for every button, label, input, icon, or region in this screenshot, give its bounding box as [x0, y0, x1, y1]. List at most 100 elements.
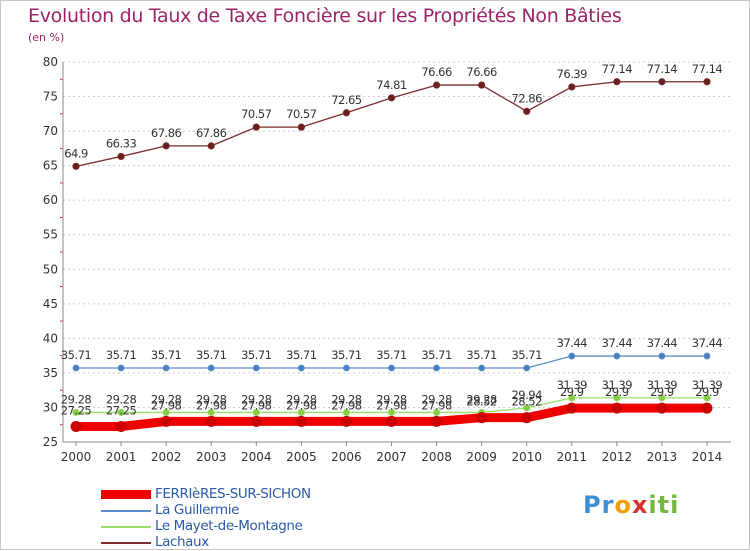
data-label-lachaux: 76.66	[466, 65, 497, 79]
data-label-mayet: 31.39	[647, 378, 678, 392]
x-tick-label: 2007	[376, 450, 407, 464]
point-lachaux	[162, 142, 170, 150]
data-label-guillermie: 35.71	[106, 348, 137, 362]
data-label-mayet: 29.28	[421, 392, 452, 406]
y-tick-label: 50	[43, 262, 58, 276]
data-label-mayet: 29.28	[286, 392, 317, 406]
data-label-ferrieres: 27.98	[331, 398, 362, 412]
point-guillermie	[388, 364, 395, 372]
data-label-ferrieres: 29.9	[695, 385, 719, 399]
legend-item-mayet: Le Mayet-de-Montagne	[101, 518, 401, 535]
data-label-mayet: 29.28	[331, 392, 362, 406]
data-label-guillermie: 37.44	[557, 336, 588, 350]
x-tick-label: 2005	[286, 450, 317, 464]
data-label-lachaux: 70.57	[286, 107, 317, 121]
point-guillermie	[433, 364, 440, 372]
point-lachaux	[342, 109, 351, 117]
data-label-lachaux: 64.9	[64, 146, 88, 160]
x-tick-label: 2006	[331, 450, 362, 464]
data-label-ferrieres: 27.98	[241, 398, 272, 412]
data-label-guillermie: 35.71	[331, 348, 362, 362]
data-label-ferrieres: 29.9	[605, 385, 629, 399]
point-mayet	[523, 404, 531, 412]
y-tick-label: 35	[43, 366, 58, 380]
data-label-ferrieres: 27.98	[376, 398, 407, 412]
x-tick-label: 2014	[692, 450, 723, 464]
point-lachaux	[568, 83, 576, 91]
point-lachaux	[252, 123, 260, 131]
data-label-mayet: 29.28	[196, 392, 227, 406]
point-guillermie	[703, 352, 711, 360]
data-label-guillermie: 35.71	[241, 348, 272, 362]
point-ferrieres	[476, 412, 488, 424]
data-label-guillermie: 37.44	[647, 336, 678, 350]
legend-label-ferrieres: FERRIèRES-SUR-SICHON	[155, 486, 311, 502]
legend-item-lachaux: Lachaux	[101, 534, 401, 551]
legend-label-guillermie: La Guillermie	[155, 502, 239, 518]
point-lachaux	[387, 94, 396, 102]
point-mayet	[568, 394, 576, 402]
data-label-ferrieres: 29.9	[560, 385, 584, 399]
data-label-ferrieres: 27.25	[61, 403, 92, 417]
legend-item-ferrieres: FERRIèRES-SUR-SICHON	[101, 486, 401, 503]
data-label-lachaux: 70.57	[241, 107, 272, 121]
x-tick-label: 2001	[106, 450, 137, 464]
point-ferrieres	[386, 415, 397, 427]
y-tick-label: 25	[43, 435, 58, 449]
point-mayet	[387, 408, 396, 417]
data-label-lachaux: 66.33	[106, 136, 137, 150]
point-guillermie	[613, 352, 621, 360]
x-tick-label: 2002	[151, 450, 182, 464]
point-lachaux	[72, 162, 80, 170]
point-guillermie	[523, 364, 531, 372]
point-ferrieres	[250, 415, 262, 427]
data-label-guillermie: 35.71	[376, 348, 407, 362]
data-label-guillermie: 35.71	[196, 348, 227, 362]
data-label-ferrieres: 28.52	[511, 395, 542, 409]
data-label-guillermie: 35.71	[286, 348, 317, 362]
x-tick-label: 2003	[196, 450, 227, 464]
y-unit-label: (en %)	[28, 31, 65, 44]
point-ferrieres	[701, 402, 713, 414]
data-label-ferrieres: 27.98	[286, 398, 317, 412]
y-tick-label: 40	[43, 331, 58, 345]
point-guillermie	[343, 364, 350, 372]
point-mayet	[658, 394, 666, 402]
data-label-mayet: 29.94	[511, 388, 542, 402]
data-label-guillermie: 35.71	[151, 348, 182, 362]
legend-swatch-guillermie	[101, 510, 151, 512]
legend-swatch-lachaux	[101, 542, 151, 544]
point-guillermie	[117, 364, 125, 372]
point-ferrieres	[340, 415, 352, 427]
point-lachaux	[297, 123, 305, 131]
data-label-mayet: 31.39	[557, 378, 588, 392]
y-tick-label: 80	[43, 55, 58, 69]
point-lachaux	[523, 107, 531, 115]
point-mayet	[207, 408, 215, 417]
point-ferrieres	[205, 415, 217, 427]
legend: FERRIèRES-SUR-SICHON La Guillermie Le Ma…	[101, 486, 401, 551]
data-label-mayet: 29.28	[466, 392, 497, 406]
data-label-mayet: 29.28	[151, 392, 182, 406]
y-tick-label: 60	[43, 193, 58, 207]
point-mayet	[432, 408, 441, 417]
point-lachaux	[478, 81, 486, 89]
point-ferrieres	[115, 420, 127, 432]
point-lachaux	[432, 81, 441, 89]
point-mayet	[297, 408, 305, 417]
point-ferrieres	[521, 412, 533, 424]
data-label-ferrieres: 27.98	[196, 398, 227, 412]
data-label-ferrieres: 27.25	[106, 403, 137, 417]
point-ferrieres	[566, 402, 578, 414]
data-label-lachaux: 72.65	[331, 93, 362, 107]
data-label-lachaux: 77.14	[647, 62, 678, 76]
point-lachaux	[613, 78, 621, 86]
point-lachaux	[207, 142, 215, 150]
data-label-guillermie: 35.71	[511, 348, 542, 362]
legend-swatch-ferrieres	[101, 490, 151, 499]
y-tick-label: 30	[43, 400, 58, 414]
data-label-lachaux: 74.81	[376, 78, 407, 92]
data-label-lachaux: 72.86	[511, 91, 542, 105]
legend-swatch-mayet	[101, 526, 151, 528]
